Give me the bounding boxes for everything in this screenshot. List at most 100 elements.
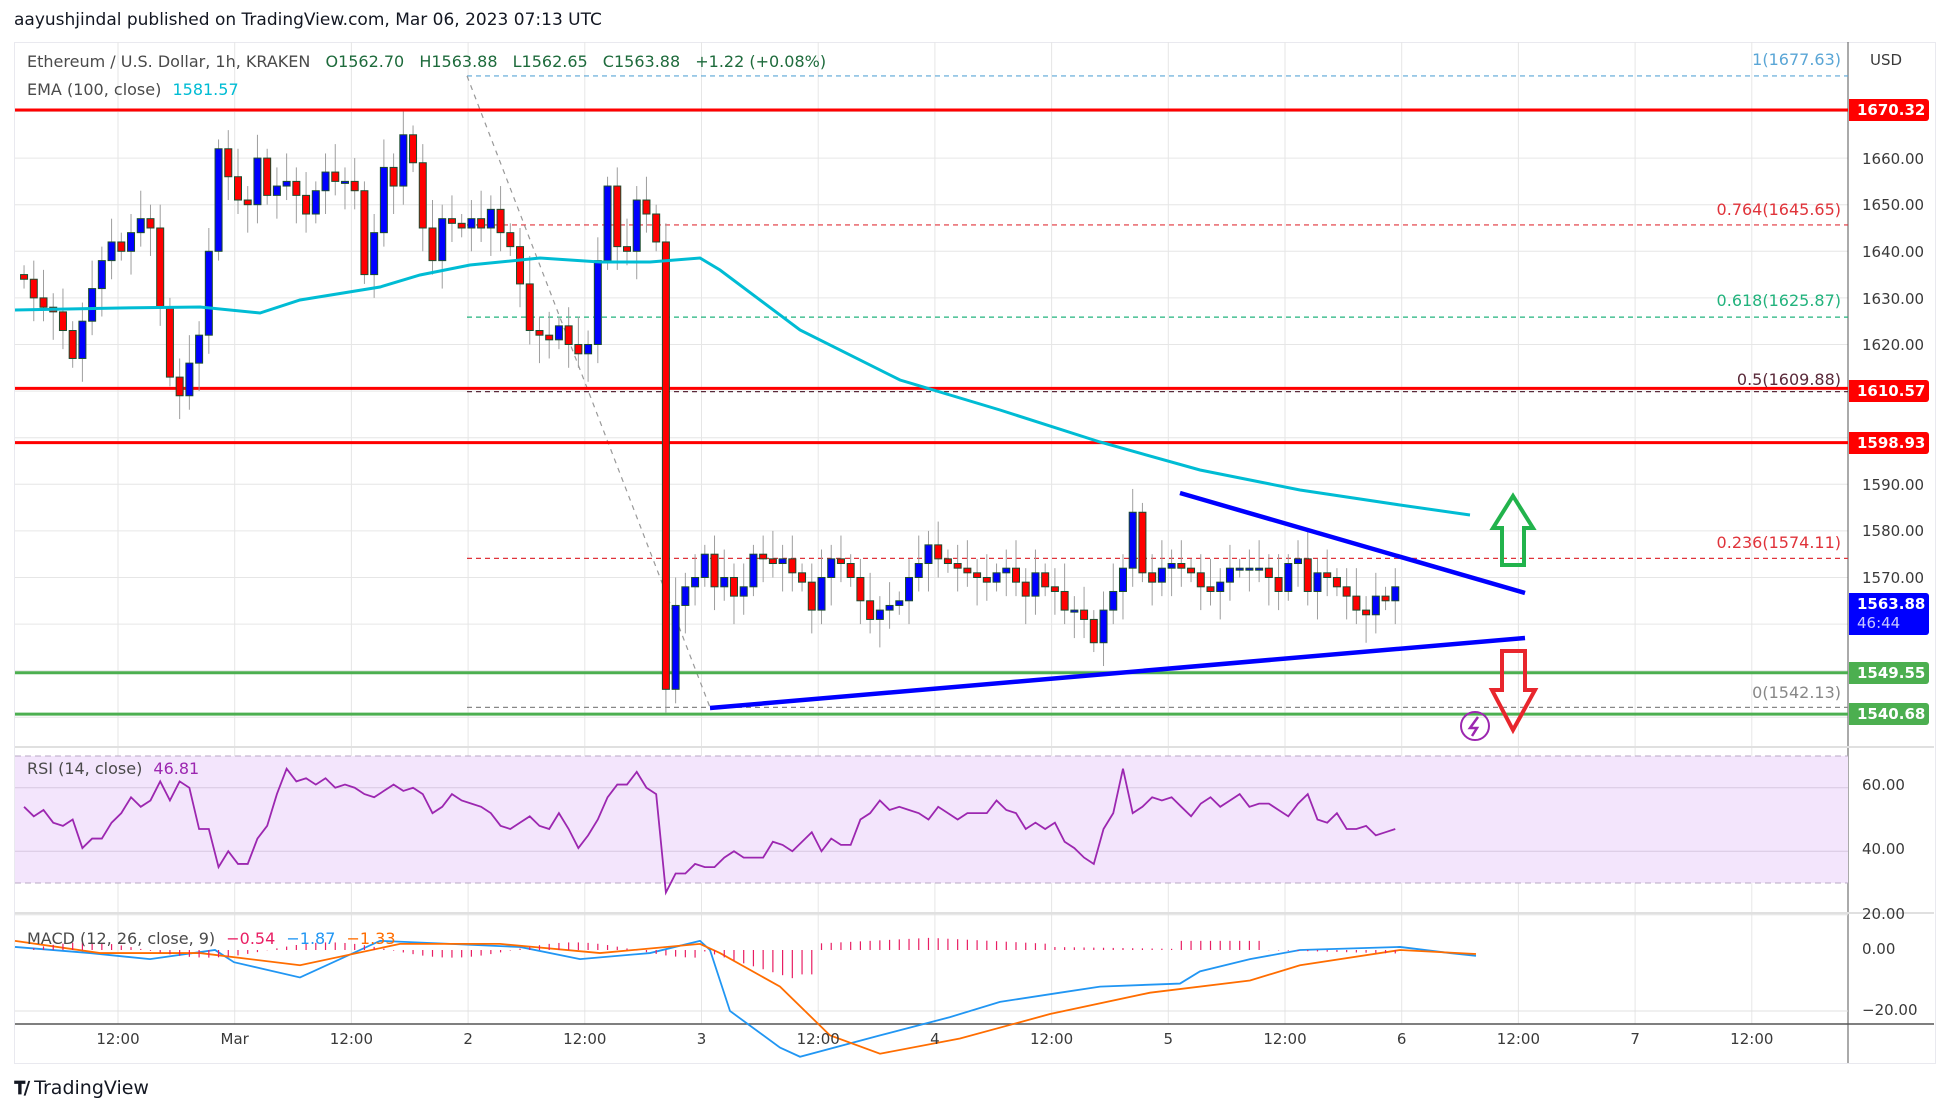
price-tick: 1640.00 bbox=[1862, 243, 1925, 261]
candle-up bbox=[905, 576, 914, 602]
rsi-value: 46.81 bbox=[153, 759, 200, 778]
candle-down bbox=[428, 227, 437, 262]
time-tick: Mar bbox=[220, 1030, 249, 1048]
candle-up bbox=[584, 343, 593, 355]
candle-down bbox=[1332, 576, 1341, 588]
candle-up bbox=[827, 558, 836, 578]
fib-label-05: 0.5(1609.88) bbox=[1736, 370, 1841, 389]
candle-down bbox=[58, 311, 67, 332]
price-tick: 1630.00 bbox=[1862, 290, 1925, 308]
ema-label: EMA (100, close) bbox=[27, 80, 162, 99]
resistance-tag-1670: 1670.32 bbox=[1849, 99, 1929, 121]
candle-up bbox=[195, 334, 204, 364]
rsi-legend[interactable]: RSI (14, close) 46.81 bbox=[27, 759, 199, 778]
macd-hist-value: −0.54 bbox=[226, 929, 276, 948]
fib-label-0236: 0.236(1574.11) bbox=[1716, 533, 1841, 552]
candle-down bbox=[1196, 572, 1205, 588]
candle-up bbox=[691, 576, 700, 588]
candle-up bbox=[370, 232, 379, 276]
candle-up bbox=[272, 185, 281, 196]
fib-label-0: 0(1542.13) bbox=[1752, 683, 1841, 702]
candle-up bbox=[1109, 590, 1118, 611]
candle-down bbox=[798, 572, 807, 583]
macd-signal-line bbox=[14, 939, 1477, 1055]
candle-down bbox=[1362, 609, 1371, 616]
candle-down bbox=[20, 274, 29, 280]
candle-down bbox=[39, 297, 48, 308]
candle-down bbox=[146, 218, 155, 229]
candle-down bbox=[768, 558, 777, 565]
support-tag-1549: 1549.55 bbox=[1849, 662, 1929, 684]
rsi-label: RSI (14, close) bbox=[27, 759, 143, 778]
candle-up bbox=[1371, 595, 1380, 616]
time-tick: 12:00 bbox=[96, 1030, 140, 1048]
candle-down bbox=[1352, 595, 1361, 611]
candle-up bbox=[817, 576, 826, 611]
time-tick: 12:00 bbox=[796, 1030, 840, 1048]
candle-up bbox=[321, 171, 330, 192]
candle-down bbox=[224, 148, 233, 178]
candle-down bbox=[234, 176, 242, 201]
candle-up bbox=[282, 180, 291, 187]
ema-legend[interactable]: EMA (100, close) 1581.57 bbox=[27, 80, 239, 99]
candle-up bbox=[1167, 563, 1176, 569]
candle-up bbox=[214, 148, 223, 252]
candle-up bbox=[700, 553, 709, 578]
rsi-tick: 40.00 bbox=[1862, 840, 1905, 858]
candle-up bbox=[438, 218, 447, 262]
candle-down bbox=[1021, 581, 1030, 597]
candle-down bbox=[1012, 567, 1020, 583]
candle-down bbox=[292, 180, 301, 196]
triangle-upper-trendline bbox=[1179, 490, 1526, 596]
candle-down bbox=[1089, 618, 1098, 644]
candle-up bbox=[554, 325, 563, 341]
candle-up bbox=[1216, 581, 1225, 592]
candle-down bbox=[1303, 558, 1312, 592]
candle-down bbox=[934, 544, 943, 560]
candle-down bbox=[613, 185, 622, 248]
candle-down bbox=[156, 227, 165, 308]
candle-down bbox=[175, 376, 184, 397]
resistance-tag-1610: 1610.57 bbox=[1849, 380, 1929, 402]
ohlc-high: H1563.88 bbox=[419, 52, 498, 71]
fib-label-0618: 0.618(1625.87) bbox=[1716, 291, 1841, 310]
macd-legend[interactable]: MACD (12, 26, close, 9) −0.54 −1.87 −1.3… bbox=[27, 929, 396, 948]
candle-down bbox=[953, 563, 962, 569]
candle-up bbox=[127, 232, 136, 252]
candle-up bbox=[1031, 572, 1040, 597]
candle-down bbox=[29, 278, 38, 299]
ema-line bbox=[14, 256, 1471, 517]
candle-down bbox=[1041, 572, 1050, 588]
candle-down bbox=[1264, 567, 1273, 578]
candle-up bbox=[311, 190, 320, 215]
macd-line bbox=[14, 939, 1477, 1058]
candle-up bbox=[1313, 572, 1322, 592]
candle-up bbox=[107, 241, 116, 262]
candle-down bbox=[759, 553, 768, 560]
candle-up bbox=[1284, 563, 1293, 592]
candle-down bbox=[457, 222, 466, 229]
tradingview-brand: 𝐓∕ TradingView bbox=[14, 1077, 149, 1099]
price-tick: 1570.00 bbox=[1862, 569, 1925, 587]
candle-down bbox=[1274, 576, 1283, 592]
candle-down bbox=[1187, 567, 1196, 574]
candle-down bbox=[535, 330, 544, 336]
time-tick: 12:00 bbox=[329, 1030, 374, 1048]
candle-up bbox=[875, 609, 884, 620]
candle-down bbox=[418, 162, 427, 229]
tradingview-logo-icon: 𝐓∕ bbox=[14, 1077, 30, 1099]
time-tick: 4 bbox=[930, 1030, 940, 1048]
candle-up bbox=[885, 604, 894, 611]
chart-frame bbox=[14, 42, 1936, 1064]
candle-up bbox=[1118, 567, 1127, 592]
time-tick: 12:00 bbox=[1263, 1030, 1307, 1048]
candle-down bbox=[477, 218, 486, 229]
candle-up bbox=[671, 604, 680, 690]
candle-up bbox=[78, 320, 87, 359]
time-tick: 5 bbox=[1163, 1030, 1174, 1048]
candle-down bbox=[963, 567, 972, 574]
candle-up bbox=[749, 553, 758, 588]
ema-value: 1581.57 bbox=[172, 80, 239, 99]
support-tag-1540: 1540.68 bbox=[1849, 703, 1929, 725]
